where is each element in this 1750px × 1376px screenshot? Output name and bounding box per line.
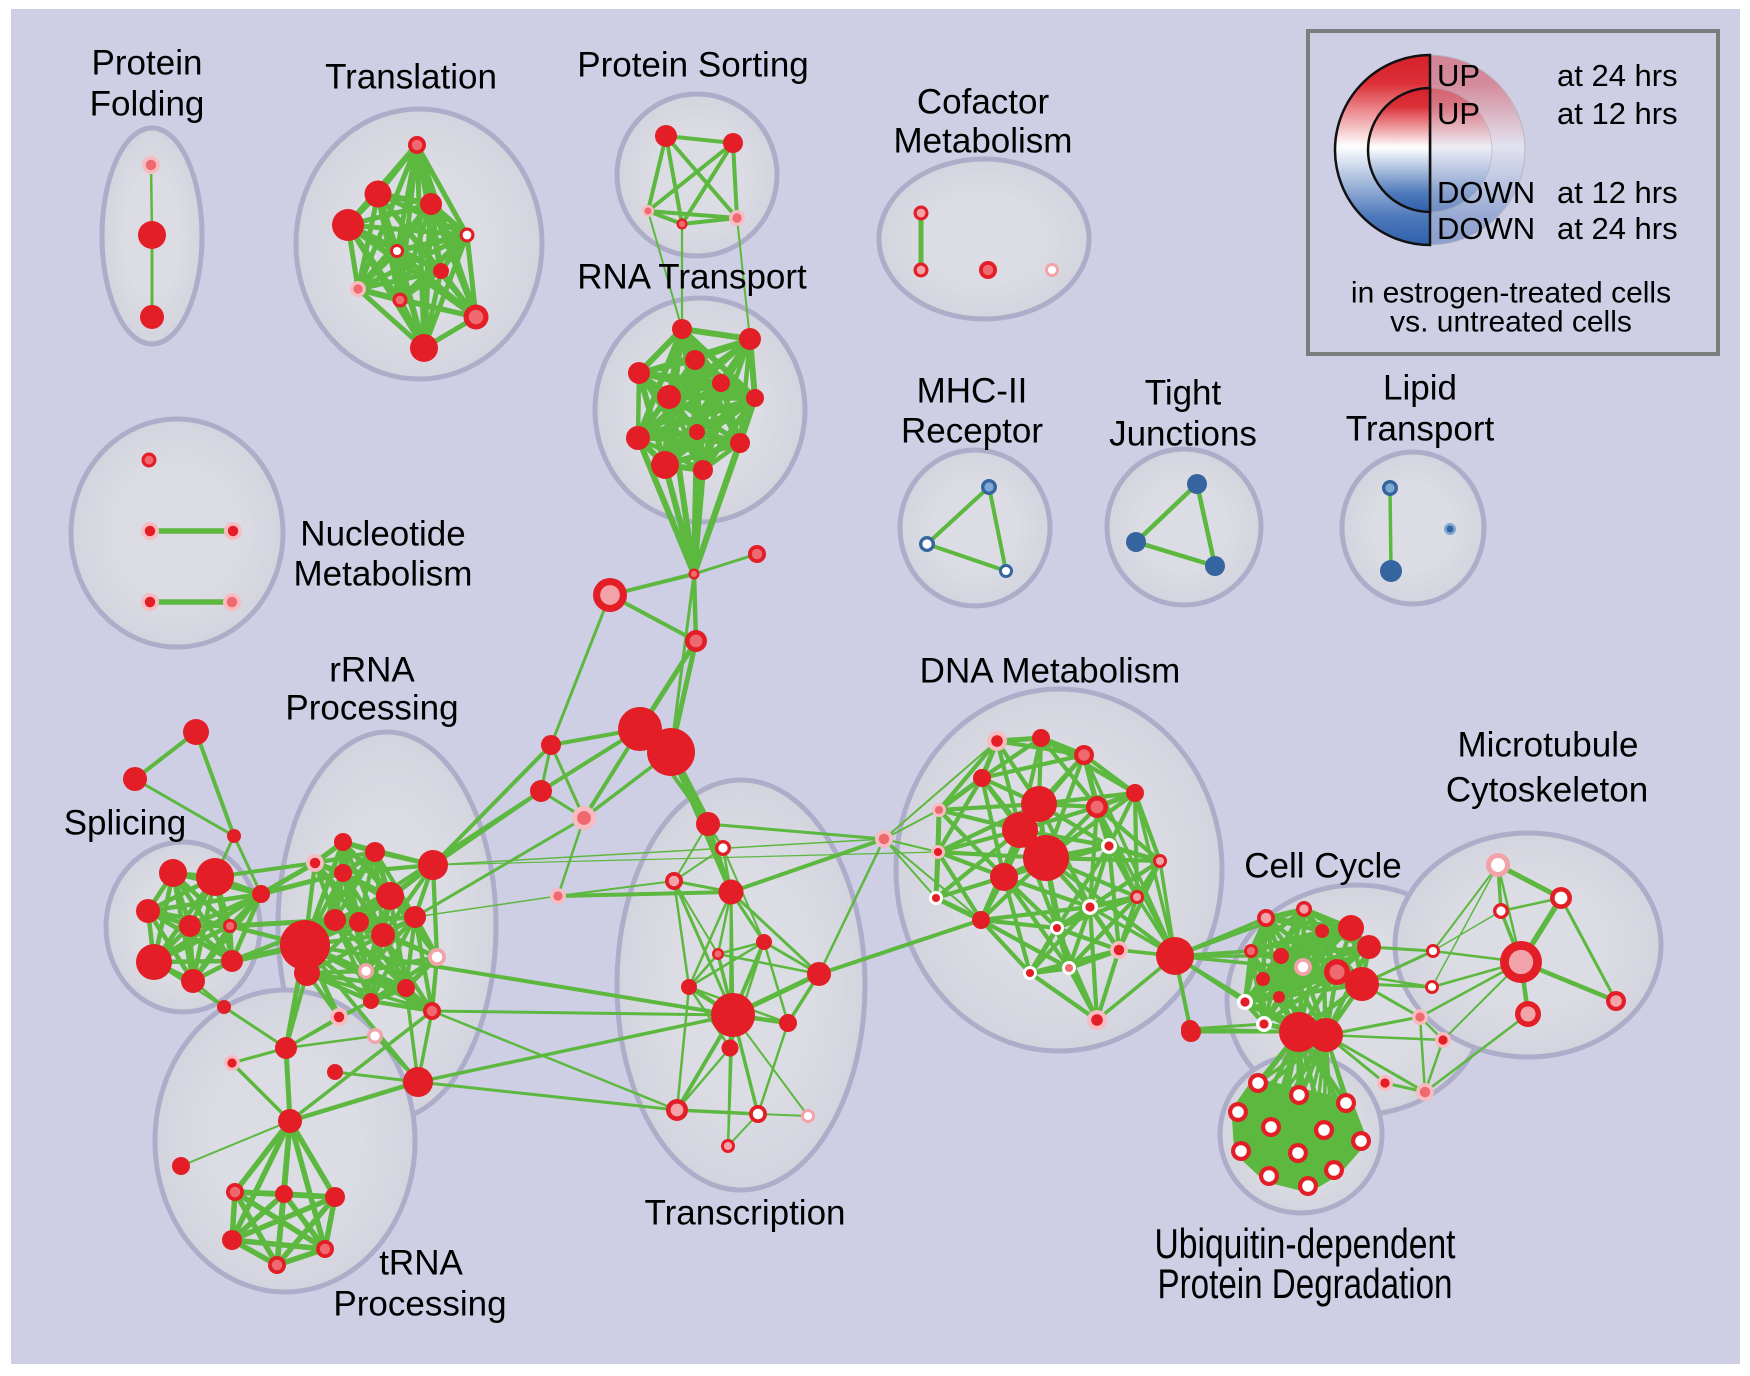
- svg-text:RNA Transport: RNA Transport: [577, 257, 807, 296]
- svg-text:Protein: Protein: [92, 43, 203, 82]
- svg-text:rRNA: rRNA: [329, 650, 415, 689]
- svg-text:at 24 hrs: at 24 hrs: [1557, 211, 1678, 246]
- svg-text:vs. untreated cells: vs. untreated cells: [1390, 306, 1632, 339]
- svg-text:at 12 hrs: at 12 hrs: [1557, 96, 1678, 131]
- svg-text:Processing: Processing: [333, 1284, 506, 1323]
- svg-text:Translation: Translation: [325, 57, 497, 96]
- svg-text:Transport: Transport: [1346, 409, 1495, 448]
- svg-text:Lipid: Lipid: [1383, 368, 1457, 407]
- svg-text:Splicing: Splicing: [64, 803, 187, 842]
- svg-text:UP: UP: [1437, 58, 1480, 93]
- svg-text:UP: UP: [1437, 96, 1480, 131]
- svg-text:Cytoskeleton: Cytoskeleton: [1446, 770, 1648, 809]
- svg-text:at 24 hrs: at 24 hrs: [1557, 58, 1678, 93]
- svg-text:Microtubule: Microtubule: [1458, 725, 1639, 764]
- svg-text:Ubiquitin-dependent: Ubiquitin-dependent: [1155, 1220, 1456, 1267]
- svg-text:Junctions: Junctions: [1109, 414, 1257, 453]
- svg-text:DOWN: DOWN: [1437, 211, 1535, 246]
- svg-text:Processing: Processing: [285, 688, 458, 727]
- svg-text:Transcription: Transcription: [645, 1193, 846, 1232]
- svg-text:tRNA: tRNA: [379, 1243, 463, 1282]
- svg-text:Metabolism: Metabolism: [894, 121, 1073, 160]
- svg-text:DNA Metabolism: DNA Metabolism: [920, 651, 1181, 690]
- svg-text:in estrogen-treated cells: in estrogen-treated cells: [1351, 277, 1671, 310]
- svg-text:Folding: Folding: [90, 84, 205, 123]
- svg-text:Receptor: Receptor: [901, 411, 1043, 450]
- svg-text:Cell Cycle: Cell Cycle: [1244, 846, 1402, 885]
- svg-text:Protein Degradation: Protein Degradation: [1158, 1260, 1453, 1307]
- svg-text:Cofactor: Cofactor: [917, 82, 1050, 121]
- svg-text:MHC-II: MHC-II: [917, 371, 1028, 410]
- svg-text:Nucleotide: Nucleotide: [300, 514, 465, 553]
- svg-text:DOWN: DOWN: [1437, 175, 1535, 210]
- svg-text:Metabolism: Metabolism: [294, 554, 473, 593]
- svg-text:Protein Sorting: Protein Sorting: [577, 45, 809, 84]
- svg-text:Tight: Tight: [1145, 373, 1222, 412]
- svg-text:at 12 hrs: at 12 hrs: [1557, 175, 1678, 210]
